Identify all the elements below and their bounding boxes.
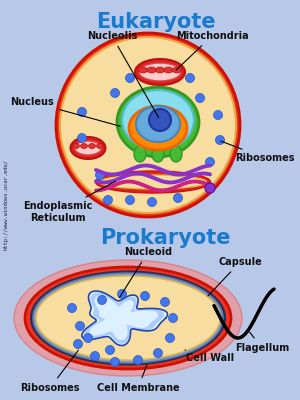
Circle shape: [68, 304, 76, 312]
Circle shape: [77, 108, 86, 116]
Circle shape: [103, 196, 112, 204]
Polygon shape: [85, 293, 164, 343]
Circle shape: [160, 298, 169, 306]
Circle shape: [125, 74, 134, 82]
Ellipse shape: [135, 59, 185, 85]
Circle shape: [169, 314, 178, 322]
Ellipse shape: [172, 67, 182, 73]
Circle shape: [140, 292, 149, 300]
Circle shape: [98, 296, 106, 304]
Ellipse shape: [95, 171, 211, 193]
Circle shape: [206, 158, 214, 166]
Ellipse shape: [31, 272, 225, 364]
Text: Eukaryote: Eukaryote: [96, 12, 216, 32]
Text: Cell Wall: Cell Wall: [185, 350, 234, 363]
Ellipse shape: [70, 137, 106, 159]
Ellipse shape: [152, 146, 164, 162]
Circle shape: [154, 348, 163, 358]
Ellipse shape: [74, 141, 101, 155]
Circle shape: [110, 88, 119, 98]
Ellipse shape: [36, 276, 220, 360]
Ellipse shape: [73, 144, 80, 148]
Ellipse shape: [14, 260, 242, 376]
Ellipse shape: [147, 67, 156, 73]
Ellipse shape: [88, 144, 95, 148]
Text: Capsule: Capsule: [208, 257, 262, 296]
Ellipse shape: [164, 67, 173, 73]
Circle shape: [77, 134, 86, 142]
Text: Mitochondria: Mitochondria: [176, 31, 248, 70]
Text: Nucleoid: Nucleoid: [119, 247, 172, 298]
Polygon shape: [90, 296, 158, 339]
Polygon shape: [82, 291, 167, 346]
Circle shape: [83, 334, 92, 342]
Circle shape: [166, 334, 175, 342]
Circle shape: [95, 170, 104, 180]
Ellipse shape: [56, 33, 240, 217]
Ellipse shape: [129, 106, 187, 150]
Text: Endoplasmic
Reticulum: Endoplasmic Reticulum: [23, 181, 116, 223]
Text: Ribosomes: Ribosomes: [220, 141, 295, 163]
Text: Nucleolis: Nucleolis: [87, 31, 159, 118]
Text: http://www.windows.ucar.edu/: http://www.windows.ucar.edu/: [4, 160, 8, 250]
Ellipse shape: [170, 146, 182, 162]
Ellipse shape: [97, 144, 104, 148]
Circle shape: [91, 352, 100, 360]
Ellipse shape: [60, 37, 236, 213]
Text: Cell Membrane: Cell Membrane: [97, 364, 179, 393]
Circle shape: [173, 194, 182, 202]
Ellipse shape: [139, 67, 148, 73]
Ellipse shape: [122, 90, 194, 150]
Ellipse shape: [117, 87, 199, 157]
Circle shape: [74, 340, 82, 348]
Circle shape: [134, 356, 142, 364]
Circle shape: [215, 136, 224, 144]
Circle shape: [148, 198, 157, 206]
Circle shape: [214, 110, 223, 120]
Text: Nucleus: Nucleus: [10, 97, 120, 126]
Circle shape: [110, 358, 119, 366]
Circle shape: [149, 109, 171, 131]
Ellipse shape: [100, 175, 206, 189]
Circle shape: [118, 290, 127, 298]
Circle shape: [196, 94, 205, 102]
Circle shape: [185, 74, 194, 82]
Circle shape: [125, 196, 134, 204]
Text: Flagellum: Flagellum: [235, 332, 289, 353]
Ellipse shape: [139, 63, 181, 81]
Circle shape: [205, 183, 215, 193]
Ellipse shape: [80, 144, 88, 148]
Ellipse shape: [25, 267, 231, 369]
Circle shape: [76, 322, 85, 330]
Ellipse shape: [155, 67, 164, 73]
Circle shape: [106, 346, 115, 354]
Ellipse shape: [136, 106, 180, 142]
Ellipse shape: [33, 273, 223, 363]
Text: Ribosomes: Ribosomes: [20, 350, 80, 393]
Text: Prokaryote: Prokaryote: [100, 228, 230, 248]
Ellipse shape: [134, 146, 146, 162]
